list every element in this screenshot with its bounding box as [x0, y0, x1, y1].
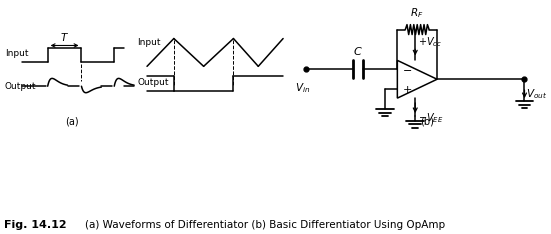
Text: Input: Input [5, 49, 29, 58]
Text: $C$: $C$ [353, 45, 363, 57]
Text: $T$: $T$ [60, 32, 69, 44]
Text: Output: Output [137, 78, 169, 87]
Text: $V_{out}$: $V_{out}$ [527, 87, 548, 101]
Text: $V_{in}$: $V_{in}$ [295, 81, 311, 95]
Text: Fig. 14.12: Fig. 14.12 [4, 220, 67, 230]
Text: $R_F$: $R_F$ [410, 6, 424, 20]
Text: Output: Output [5, 82, 36, 91]
Text: (b): (b) [420, 117, 434, 127]
Text: $+V_{cc}$: $+V_{cc}$ [418, 36, 442, 49]
Text: $-V_{EE}$: $-V_{EE}$ [418, 111, 444, 125]
Text: (a): (a) [64, 117, 78, 127]
Text: (a) Waveforms of Differentiator (b) Basic Differentiator Using OpAmp: (a) Waveforms of Differentiator (b) Basi… [72, 220, 445, 230]
Text: $-$: $-$ [402, 64, 413, 74]
Text: Input: Input [137, 38, 160, 47]
Text: $+$: $+$ [402, 84, 413, 95]
